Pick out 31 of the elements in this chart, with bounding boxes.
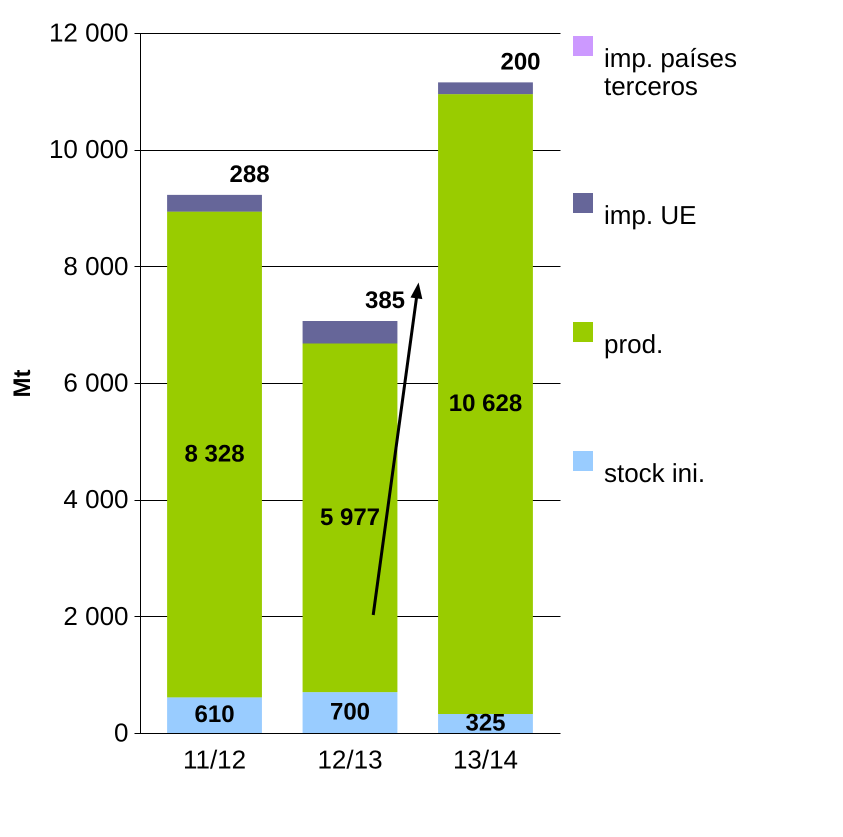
bar [302,344,398,692]
legend-label: prod. [604,329,664,359]
y-axis-title: Mt [8,370,36,398]
y-tick-label: 0 [114,718,128,748]
bar [438,94,533,714]
y-tick-label: 4 000 [63,484,128,514]
bar [302,321,398,344]
legend-label: stock ini. [604,458,706,488]
y-tick-label: 6 000 [63,368,128,398]
legend-label: imp. UE [604,200,696,230]
bar [302,692,398,733]
data-label: 288 [229,160,270,188]
data-label: 610 [194,701,235,728]
data-label: 5 977 [320,504,380,531]
y-tick-label: 2 000 [63,600,128,631]
data-label: 200 [500,48,541,76]
data-label: 700 [330,698,370,726]
bar [167,212,262,698]
y-tick-label: 10 000 [48,134,128,164]
x-tick-label: 12/13 [317,744,383,774]
y-tick-label: 8 000 [63,250,128,281]
x-tick-label: 11/12 [182,744,246,774]
data-label: 8 328 [184,440,245,468]
data-label: 385 [364,287,406,314]
data-label: 10 628 [448,390,522,418]
bar [438,82,533,94]
x-tick-label: 13/14 [452,744,518,774]
data-label: 325 [465,710,506,737]
y-tick-label: 12 000 [48,18,128,48]
legend-label: imp. países terceros [604,43,737,101]
bar [167,194,262,212]
